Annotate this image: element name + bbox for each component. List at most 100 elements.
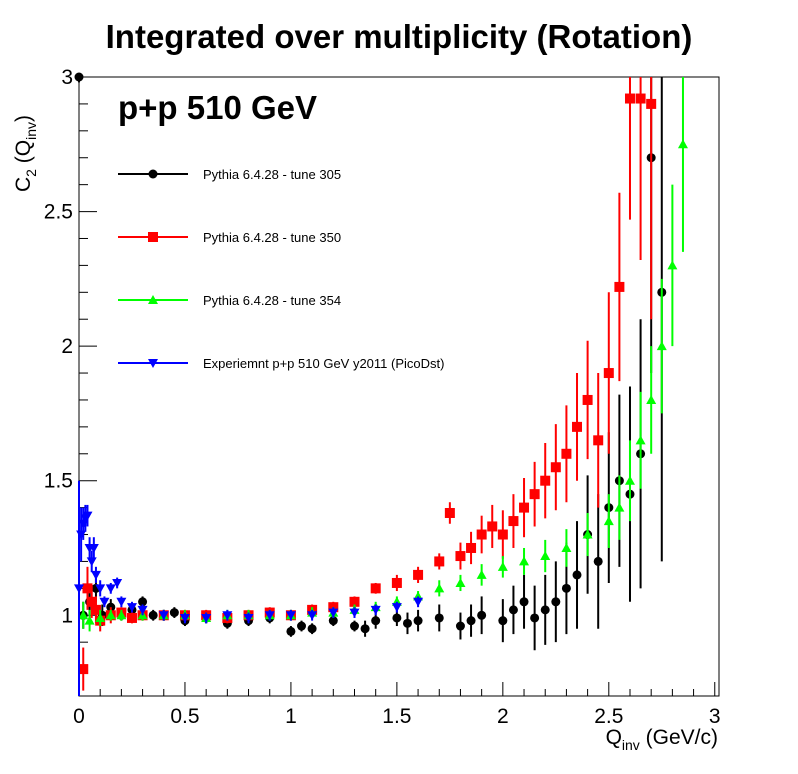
x-tick-label: 3 [709,705,721,728]
data-point [561,542,572,552]
data-point [624,475,635,485]
legend-label: Pythia 6.4.28 - tune 354 [203,293,341,308]
x-axis-title-sub: inv [622,737,640,753]
x-axis-title: Qinv (GeV/c) [606,726,718,753]
y-tick-label: 2 [61,335,73,358]
legend-label: Pythia 6.4.28 - tune 350 [203,230,341,245]
data-point [307,611,318,621]
data-point [413,597,424,607]
data-point [550,462,561,473]
data-point [677,139,688,149]
data-point [455,621,465,631]
data-point [593,435,604,446]
series-layer [74,72,688,696]
series-4 [74,480,424,696]
y-axis-title: C2 (Qinv) [12,115,39,192]
y-axis: 1 1.5 2 2.5 3 [44,66,97,697]
data-point [90,570,101,580]
data-point [477,610,487,620]
data-point [646,394,657,404]
data-point [349,621,359,631]
data-point [614,502,625,512]
data-point [444,507,455,518]
data-point [78,610,89,620]
data-point [593,556,603,566]
legend-marker [148,232,158,242]
data-point [148,610,158,620]
legend-marker [148,169,158,179]
data-point [370,583,381,594]
data-point [137,605,148,615]
data-point [497,529,508,540]
data-point [529,489,540,500]
data-point [434,613,444,623]
legend-label: Experiemnt p+p 510 GeV y2011 (PicoDst) [203,356,444,371]
data-point [572,570,582,580]
data-point [413,569,424,580]
data-point [370,605,381,615]
y-tick-label: 1.5 [44,470,73,493]
data-point [158,611,169,621]
data-point [434,583,445,593]
data-point [391,577,402,588]
data-point [614,281,625,292]
data-point [307,624,317,634]
data-point [540,551,551,561]
x-tick-label: 0 [73,705,85,728]
data-point [466,616,476,626]
data-point [286,626,296,636]
data-point [530,613,540,623]
series-1 [74,72,667,651]
data-point [264,611,275,621]
data-point [572,421,583,432]
data-point [656,341,667,351]
data-point [487,521,498,532]
data-point [112,578,123,588]
data-point [413,616,423,626]
data-point [434,556,445,567]
data-point [105,584,116,594]
data-point [86,596,97,607]
data-point [508,605,518,615]
data-point [476,569,487,579]
x-axis-title-unit: (GeV/c) [640,726,718,749]
data-point [582,529,593,539]
data-point [519,597,529,607]
x-axis: 0 0.5 1 1.5 2 2.5 3 [73,682,721,728]
data-point [116,597,127,607]
data-point [126,603,137,613]
data-point [551,597,561,607]
x-tick-label: 1.5 [382,705,411,728]
y-tick-label: 2.5 [44,201,73,224]
data-point [297,621,307,631]
y-tick-label: 1 [61,604,73,627]
data-point [88,543,99,553]
data-point [392,613,402,623]
data-point [349,608,360,618]
data-point [169,608,179,618]
series-3 [78,77,688,632]
data-point [498,616,508,626]
data-point [78,664,89,675]
data-point [667,260,678,270]
data-point [99,597,110,607]
x-tick-label: 2 [497,705,509,728]
data-point [179,613,190,623]
data-point [519,556,530,566]
legend: Pythia 6.4.28 - tune 305 Pythia 6.4.28 - … [118,167,444,371]
data-point [201,613,212,623]
data-point [222,611,233,621]
data-point [455,551,466,562]
y-axis-title-mid: (Q [12,140,35,169]
y-axis-title-sub: 2 [23,169,39,177]
data-point [603,516,614,526]
series-2 [78,77,657,691]
data-point [561,583,571,593]
data-point [74,584,84,594]
y-axis-title-tail: ) [12,115,35,122]
data-point [105,610,116,620]
chart-annotation: p+p 510 GeV [118,89,317,126]
legend-label: Pythia 6.4.28 - tune 305 [203,167,341,182]
data-point [497,561,508,571]
